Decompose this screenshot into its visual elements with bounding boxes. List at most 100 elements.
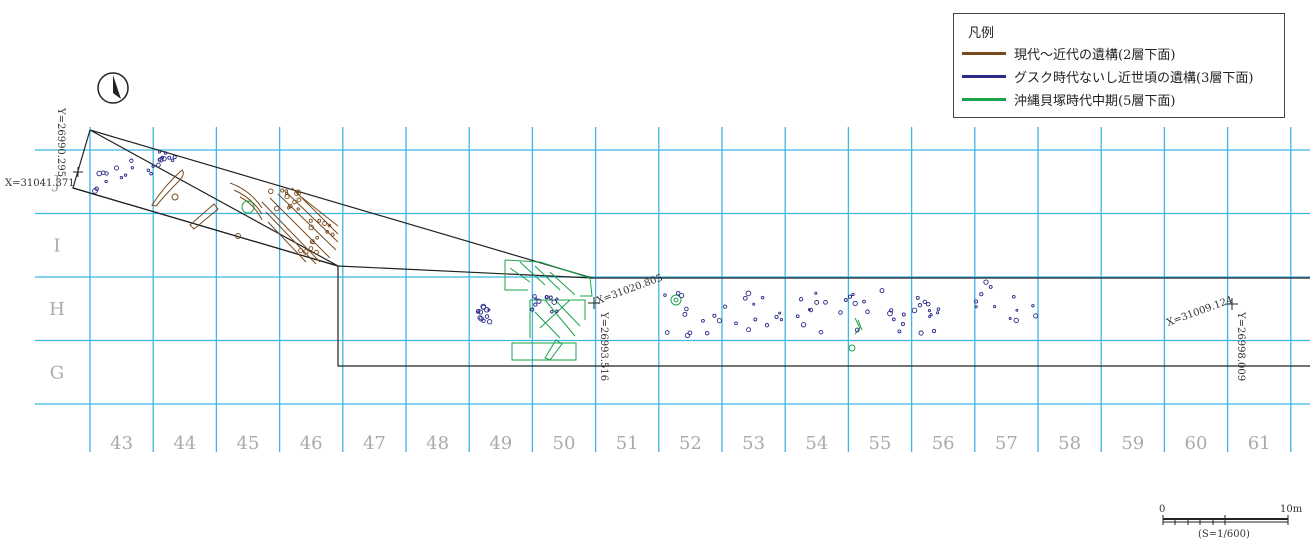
pit-feature	[274, 205, 280, 212]
pit-feature	[682, 311, 688, 317]
pit-feature	[129, 158, 134, 163]
pit-feature	[548, 295, 553, 300]
pit-feature	[687, 330, 693, 336]
pit-feature	[973, 299, 979, 304]
pit-feature	[778, 311, 782, 315]
pit-feature	[701, 318, 705, 323]
pit-feature	[322, 221, 328, 226]
legend-label-gusuku: グスク時代ないし近世頃の遺構(3層下面)	[1014, 71, 1254, 86]
pit-feature	[475, 309, 481, 314]
survey-point-3-y: Y=26998.009	[1235, 311, 1246, 381]
pit-feature	[928, 314, 932, 319]
pit-feature	[753, 317, 758, 322]
pit-feature	[308, 246, 314, 251]
pit-feature	[925, 301, 931, 307]
pit-feature	[92, 188, 98, 194]
pit-feature	[536, 298, 542, 304]
pit-feature	[879, 288, 885, 294]
pit-feature	[555, 297, 559, 301]
survey-point-3-x: X=31009.124	[1165, 295, 1234, 329]
pit-feature	[936, 311, 940, 315]
pit-feature	[551, 299, 557, 305]
legend-item-shell-midden: 沖縄貝塚時代中期(5層下面)	[962, 90, 1175, 109]
gusuku-pits	[92, 150, 1039, 339]
pit-feature	[929, 313, 933, 317]
pit-feature	[555, 309, 559, 313]
pit-feature	[911, 307, 918, 314]
grid-column-label: 52	[679, 433, 702, 454]
pit-feature	[544, 295, 549, 300]
pit-feature	[974, 305, 978, 309]
grid-column-label: 51	[616, 433, 639, 454]
legend-title: 凡例	[968, 26, 995, 41]
pit-feature	[800, 322, 807, 328]
pit-feature	[891, 317, 896, 322]
pit-feature	[327, 223, 332, 228]
excavation-outline	[72, 129, 1310, 367]
pit-feature	[993, 305, 997, 309]
pit-feature	[486, 319, 493, 325]
grid-column-label: 55	[869, 433, 892, 454]
pit-feature	[684, 306, 689, 312]
pit-feature	[823, 299, 828, 305]
grid-column-label: 45	[237, 433, 260, 454]
pit-feature	[798, 297, 804, 302]
pit-feature	[917, 303, 923, 308]
legend: 凡例 現代〜近代の遺構(2層下面) グスク時代ないし近世頃の遺構(3層下面) 沖…	[953, 13, 1285, 118]
pit-feature	[325, 229, 330, 234]
pit-feature	[284, 194, 290, 200]
grid-column-label: 46	[300, 433, 323, 454]
scale-end: 10m	[1280, 504, 1303, 515]
pit-feature	[163, 151, 168, 155]
pit-feature	[722, 304, 728, 309]
pit-feature	[745, 290, 752, 297]
pit-feature	[847, 294, 853, 299]
pit-feature	[852, 300, 858, 307]
pit-feature	[752, 302, 756, 306]
pit-feature	[1011, 294, 1016, 299]
pit-feature	[664, 330, 670, 335]
grid-column-label: 59	[1121, 433, 1144, 454]
pit-feature	[308, 218, 313, 223]
pit-feature	[296, 189, 301, 194]
pit-feature	[530, 307, 535, 312]
pit-feature	[303, 249, 309, 255]
north-arrow-icon	[97, 72, 129, 104]
pit-feature	[704, 330, 710, 336]
grid-column-label: 43	[110, 433, 133, 454]
pit-feature	[854, 327, 860, 333]
grid-column-label: 57	[995, 433, 1018, 454]
pit-feature	[1013, 317, 1019, 324]
grid-column-label: 50	[553, 433, 576, 454]
pit-feature	[897, 329, 902, 334]
grid-column-label: 58	[1058, 433, 1081, 454]
modern-features	[151, 169, 339, 265]
scale-bar	[1162, 515, 1289, 525]
pit-feature	[123, 173, 128, 177]
grid-labels: 43 44 45 46 47 48 49 50 51 52 53 54 55 56 57 58 59 60 61 J I…	[49, 172, 1271, 454]
pit-feature	[814, 291, 818, 295]
grid-row-label: I	[53, 235, 60, 256]
pit-feature	[315, 235, 320, 240]
pit-feature	[983, 279, 989, 285]
legend-swatch-gusuku	[962, 75, 1006, 78]
pit-feature	[172, 155, 177, 160]
grid-column-label: 56	[932, 433, 955, 454]
legend-swatch-shell-midden	[962, 98, 1006, 101]
grid-column-label: 53	[742, 433, 765, 454]
grid-column-label: 47	[363, 433, 386, 454]
pit-feature	[158, 157, 164, 163]
grid-column-label: 44	[173, 433, 196, 454]
pit-feature	[157, 157, 162, 162]
pit-feature	[268, 188, 274, 195]
legend-label-modern: 現代〜近代の遺構(2層下面)	[1014, 48, 1176, 63]
pit-feature	[988, 284, 993, 289]
grid-column-label: 48	[426, 433, 449, 454]
pit-feature	[932, 329, 937, 334]
pit-feature	[779, 317, 784, 322]
pit-feature	[478, 309, 484, 315]
pit-feature	[296, 191, 301, 196]
pit-feature	[309, 239, 315, 245]
survey-point-2-y: Y=26993.516	[598, 311, 609, 381]
